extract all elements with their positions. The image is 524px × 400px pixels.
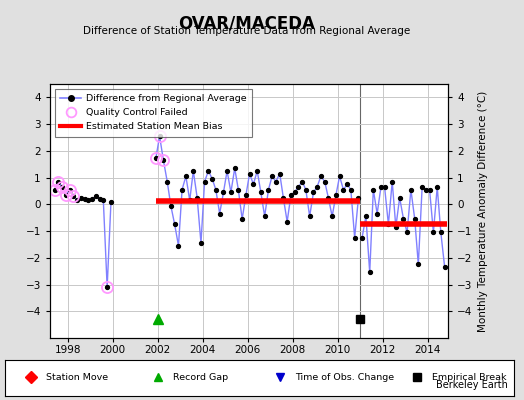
Y-axis label: Monthly Temperature Anomaly Difference (°C): Monthly Temperature Anomaly Difference (… (478, 90, 488, 332)
Text: Station Move: Station Move (46, 373, 108, 382)
Text: Record Gap: Record Gap (173, 373, 228, 382)
Text: OVAR/MACEDA: OVAR/MACEDA (178, 14, 315, 32)
Legend: Difference from Regional Average, Quality Control Failed, Estimated Station Mean: Difference from Regional Average, Qualit… (54, 89, 252, 136)
Text: Difference of Station Temperature Data from Regional Average: Difference of Station Temperature Data f… (83, 26, 410, 36)
Text: Time of Obs. Change: Time of Obs. Change (295, 373, 394, 382)
Text: Berkeley Earth: Berkeley Earth (436, 380, 508, 390)
Text: Empirical Break: Empirical Break (432, 373, 507, 382)
